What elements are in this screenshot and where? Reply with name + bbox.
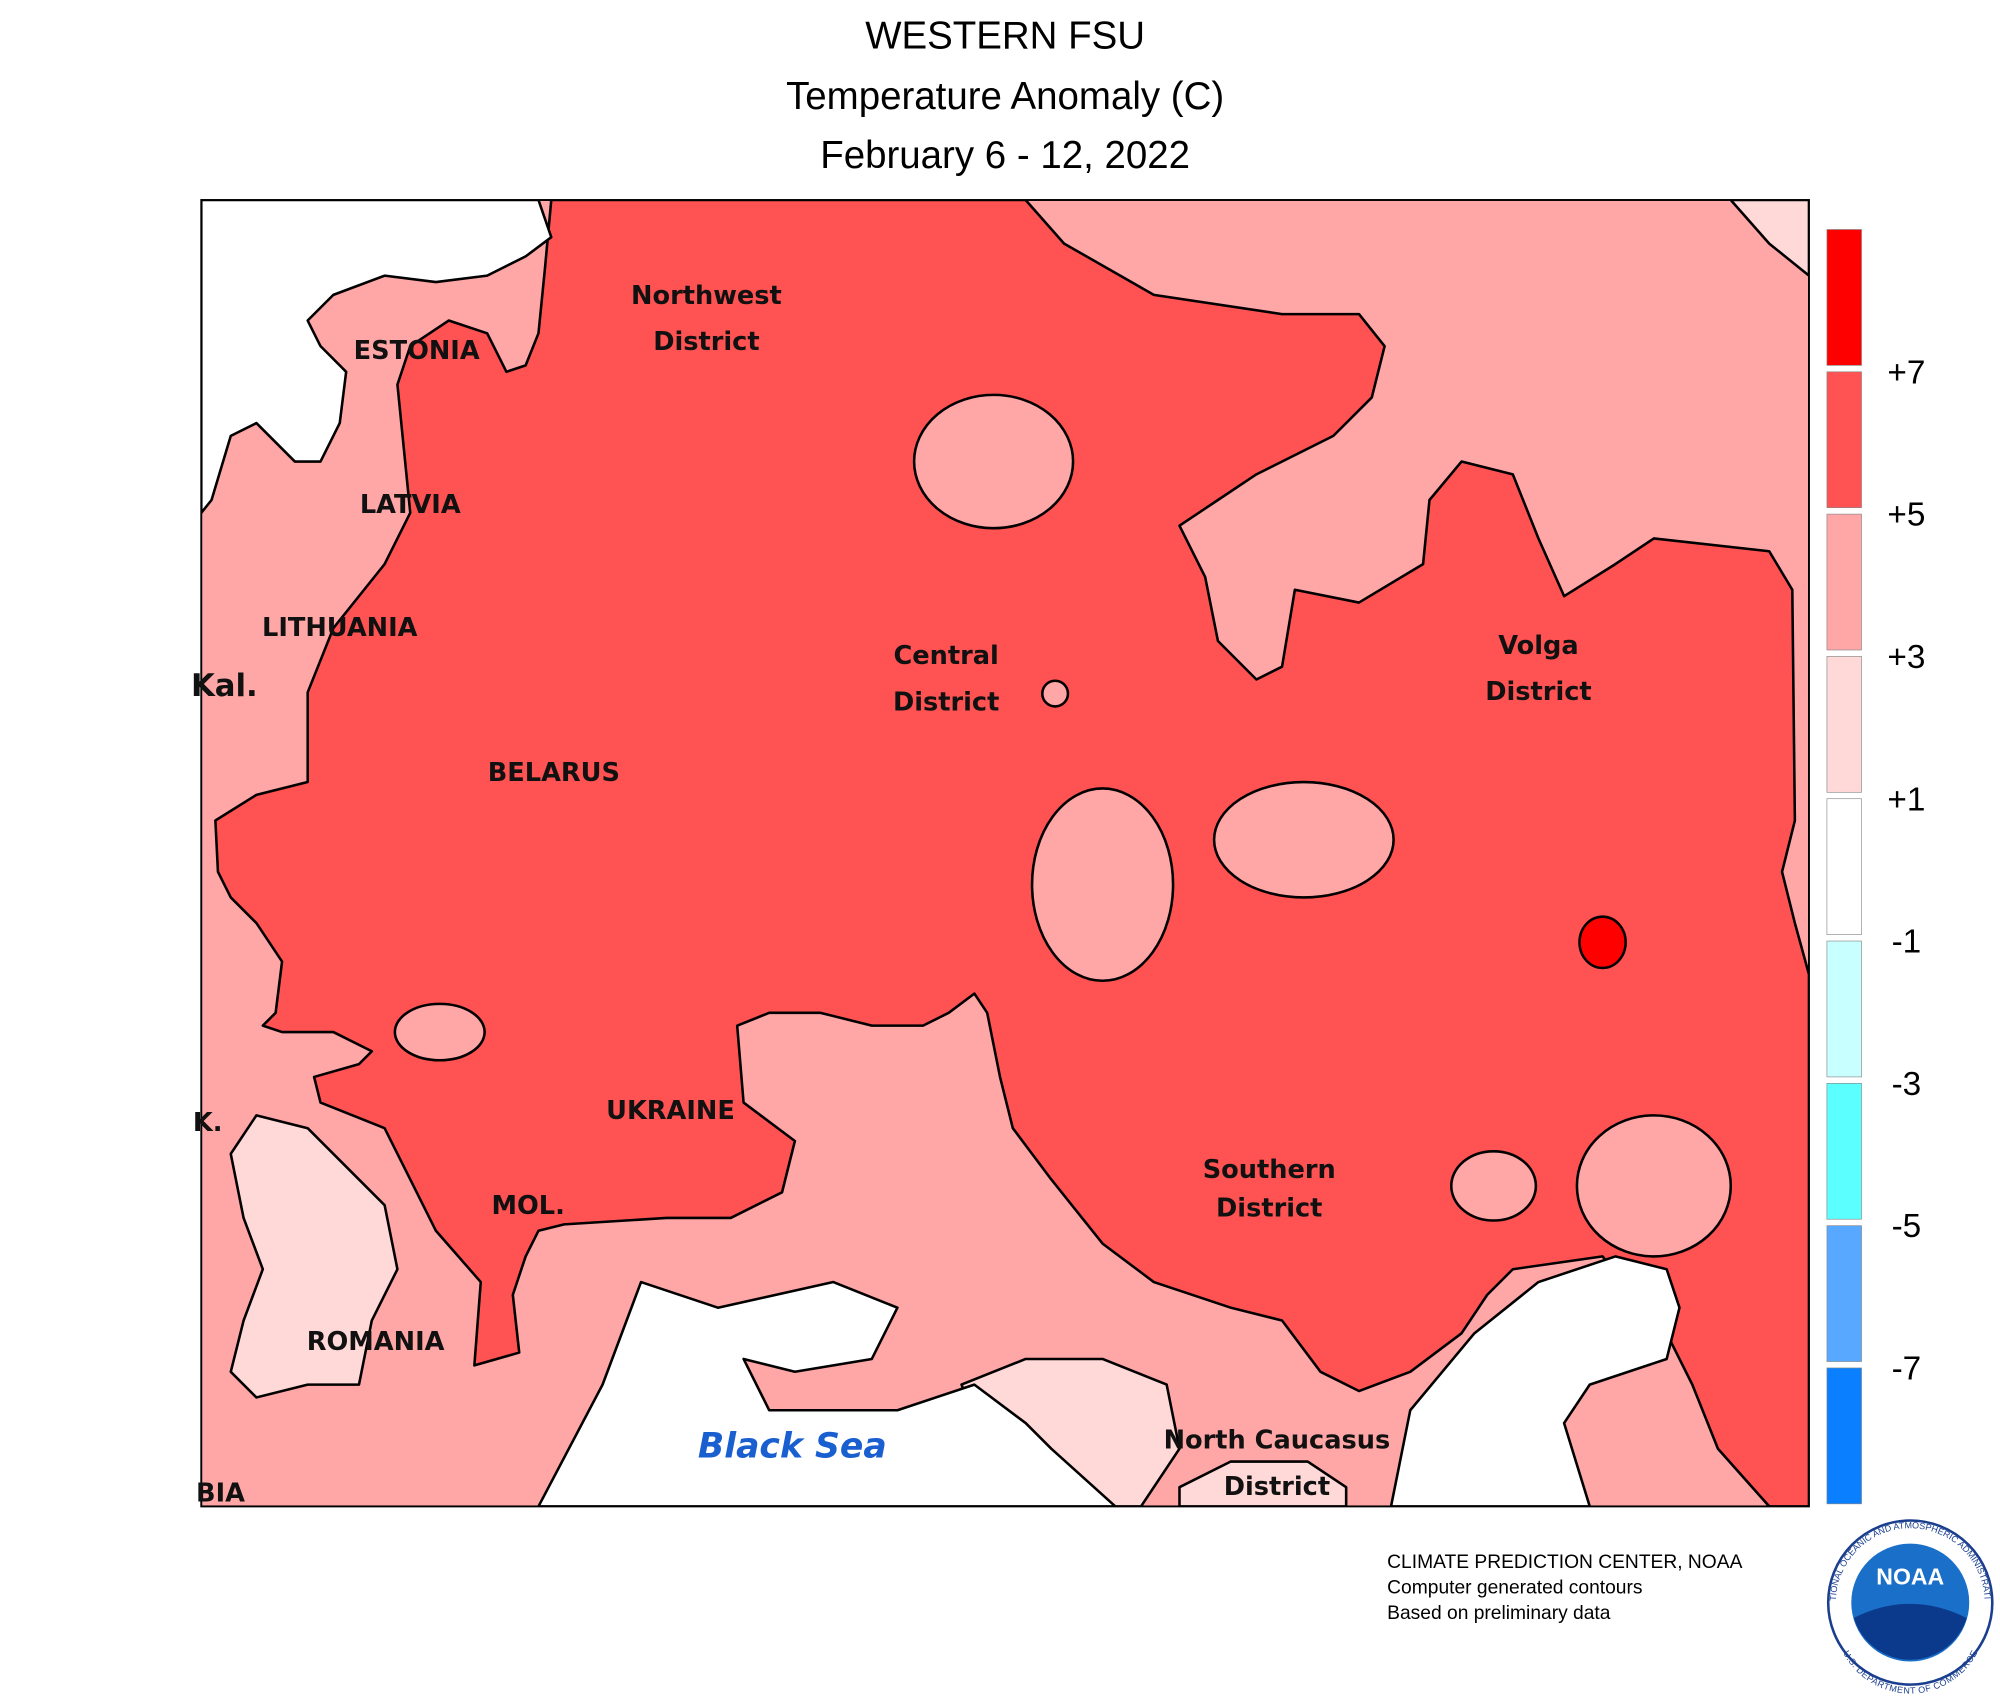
logo-name: NOAA [1876, 1564, 1944, 1590]
legend-label: -5 [1892, 1208, 1922, 1245]
title: WESTERN FSU [865, 15, 1145, 58]
legend-label: +3 [1887, 639, 1925, 676]
country-label: UKRAINE [606, 1096, 735, 1126]
legend-swatch [1826, 1225, 1862, 1362]
country-label: ESTONIA [354, 336, 480, 366]
map-frame [200, 199, 1810, 1508]
country-label: ROMANIA [307, 1327, 445, 1357]
district-label: District [893, 687, 999, 717]
legend-swatch [1826, 371, 1862, 509]
sea [201, 200, 553, 515]
country-label: Kal. [191, 668, 258, 704]
black-sea [537, 1280, 1117, 1507]
district-label: District [1224, 1472, 1330, 1502]
footer-line: Computer generated contours [1387, 1578, 1642, 1599]
legend-label: +7 [1887, 354, 1925, 391]
anomaly-3-5 [1450, 1150, 1538, 1222]
legend-swatch [1826, 940, 1862, 1078]
district-label: Southern [1203, 1155, 1336, 1185]
anomaly-3-5 [1575, 1114, 1733, 1258]
logo-wave [1853, 1603, 1967, 1660]
period: February 6 - 12, 2022 [820, 134, 1190, 177]
anomaly-5-7 [214, 200, 1809, 1507]
district-label: Northwest [631, 281, 782, 311]
footer-line: CLIMATE PREDICTION CENTER, NOAA [1387, 1552, 1742, 1573]
footer-line: Based on preliminary data [1387, 1603, 1611, 1624]
country-label: BELARUS [488, 758, 620, 788]
legend-label: +1 [1887, 781, 1925, 818]
anomaly-3-5 [912, 393, 1075, 530]
subtitle: Temperature Anomaly (C) [786, 75, 1224, 118]
anomaly-1-3 [229, 1114, 399, 1399]
district-label: Volga [1498, 631, 1578, 661]
district-label: North Caucasus [1164, 1426, 1391, 1456]
legend-swatch [1826, 656, 1862, 793]
anomaly-3-5 [1041, 679, 1070, 708]
map [201, 200, 1809, 1507]
sea-label: Black Sea [698, 1427, 887, 1467]
anomaly-3-5 [393, 1002, 486, 1062]
legend-label: -3 [1892, 1066, 1922, 1103]
legend-swatch [1826, 1367, 1862, 1505]
anomaly-above-7 [1578, 915, 1627, 970]
district-label: Central [893, 641, 998, 671]
country-label: K. [193, 1108, 223, 1138]
country-label: LATVIA [360, 490, 461, 520]
anomaly-3-5 [1030, 787, 1175, 983]
country-label: MOL. [492, 1191, 565, 1221]
legend-swatch [1826, 798, 1862, 935]
country-label: LITHUANIA [262, 613, 418, 643]
district-label: District [653, 327, 759, 357]
country-label: BIA [196, 1478, 245, 1508]
anomaly-1-3 [1729, 200, 1809, 277]
legend-label: +5 [1887, 497, 1925, 534]
legend-label: -1 [1892, 924, 1922, 961]
district-label: District [1216, 1194, 1322, 1224]
legend-label: -7 [1892, 1350, 1922, 1387]
anomaly-1-3 [1178, 1460, 1348, 1507]
legend-swatch [1826, 513, 1862, 651]
district-label: District [1485, 677, 1591, 707]
anomaly-3-5 [1212, 780, 1395, 899]
caspian-sea [1389, 1255, 1681, 1507]
legend-swatch [1826, 1083, 1862, 1220]
legend-swatch [1826, 229, 1862, 366]
